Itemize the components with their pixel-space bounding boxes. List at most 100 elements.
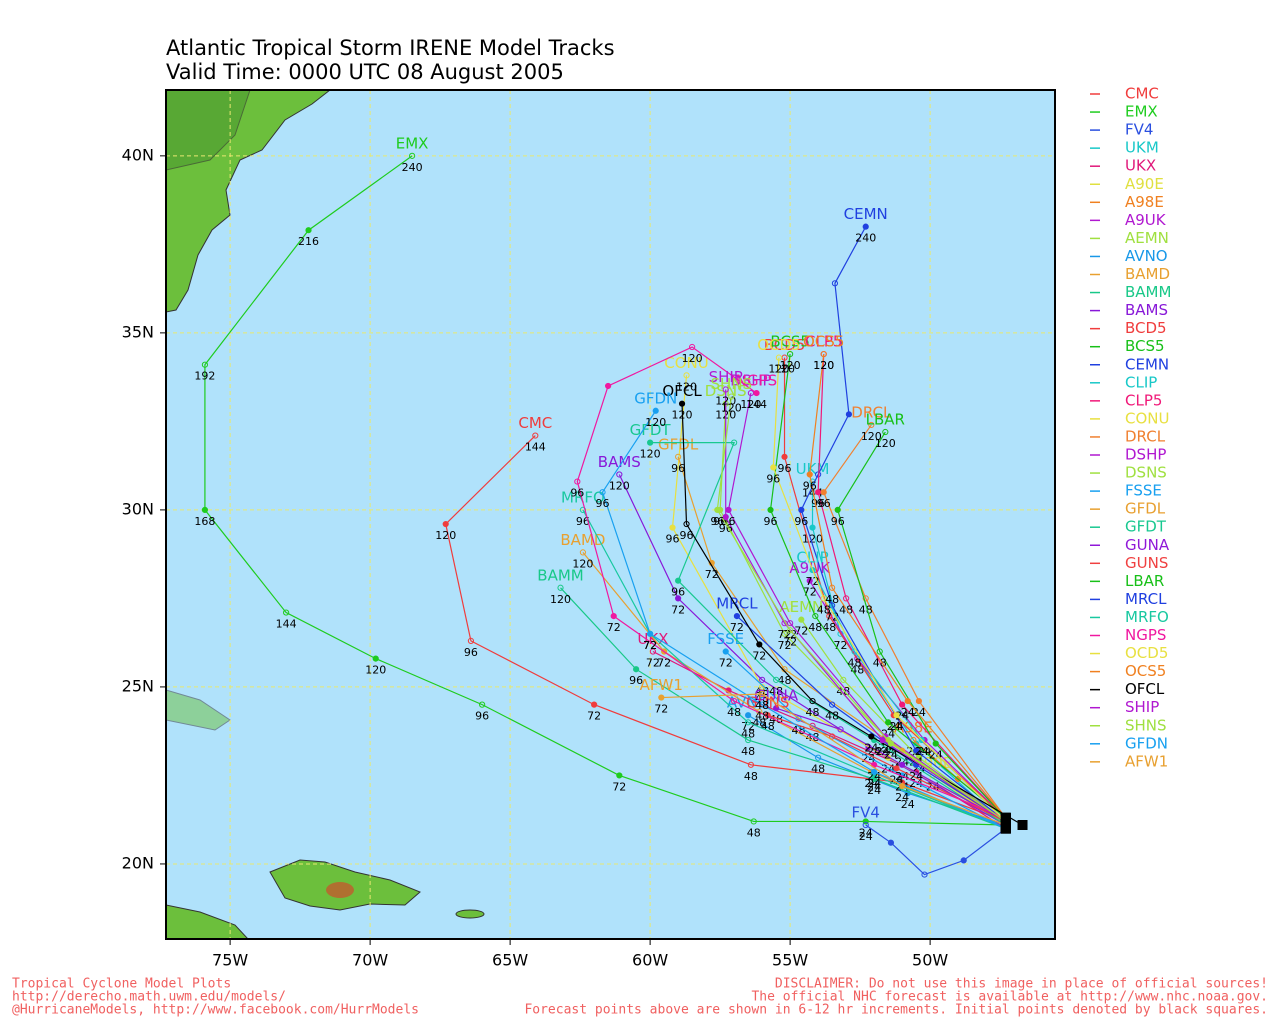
forecast-hour: 24 — [867, 780, 881, 793]
track-point — [899, 782, 906, 790]
footer-right: Forecast points above are shown in 6-12 … — [524, 1003, 1268, 1018]
tracks: 487296120144CMC2448729612014416819221624… — [166, 90, 1055, 939]
track-point — [893, 712, 900, 719]
legend-label: UKM — [1125, 139, 1159, 157]
track-point — [733, 613, 741, 620]
track-point — [773, 705, 780, 712]
track-point — [809, 697, 816, 705]
track-point — [893, 765, 900, 772]
forecast-hour: 240 — [402, 161, 423, 174]
forecast-hour: 120 — [813, 359, 834, 372]
x-tick-label: 75W — [212, 951, 248, 970]
track-point — [610, 613, 617, 620]
footer-right: The official NHC forecast is available a… — [751, 990, 1268, 1005]
track-point — [675, 577, 682, 584]
track-line — [661, 693, 1006, 826]
track-name: NGPS — [736, 372, 777, 390]
legend-label: MRFO — [1125, 608, 1169, 626]
track-point — [647, 439, 654, 446]
track-point — [798, 506, 805, 513]
track-point — [815, 754, 822, 761]
forecast-hour: 24 — [895, 710, 909, 723]
track-point — [689, 343, 696, 351]
forecast-hour: 96 — [766, 472, 780, 485]
track-point — [616, 471, 623, 478]
track-point — [806, 471, 813, 478]
track-point — [728, 393, 735, 400]
track-point — [557, 584, 564, 591]
forecast-hour: 72 — [794, 625, 808, 638]
forecast-hour: 24 — [867, 784, 881, 797]
forecast-hour: 72 — [783, 635, 797, 648]
track-line — [823, 424, 1007, 819]
track-point — [806, 577, 813, 584]
track-point — [773, 676, 780, 683]
track-line — [767, 714, 1006, 822]
track-point — [731, 697, 738, 705]
track-point — [843, 595, 850, 602]
track-point — [652, 407, 659, 414]
y-tick-label: 35N — [122, 322, 154, 341]
track-point — [899, 761, 906, 768]
track-name: BAMS — [598, 453, 641, 471]
forecast-hour: 96 — [680, 529, 694, 542]
track-point — [820, 489, 827, 496]
track-name: CLIP — [796, 549, 828, 567]
forecast-hour: 240 — [855, 232, 876, 245]
forecast-hour: 48 — [769, 685, 783, 698]
legend-label: DSHP — [1125, 446, 1166, 464]
track-point — [829, 733, 836, 740]
forecast-hour: 96 — [710, 515, 724, 528]
forecast-hour: 48 — [825, 710, 839, 723]
track-point — [683, 520, 690, 528]
track-name: SHIP — [709, 368, 743, 386]
track-point — [831, 280, 839, 287]
track-point — [745, 719, 752, 726]
forecast-hour: 96 — [464, 646, 478, 659]
track-point — [633, 666, 640, 673]
legend-label: BCS5 — [1125, 337, 1165, 355]
track-name: CLP5 — [805, 333, 842, 351]
legend-label: OFCL — [1125, 680, 1165, 698]
track-point — [722, 386, 729, 393]
track-point — [675, 595, 682, 602]
track-line — [865, 824, 1007, 876]
legend-label: DSNS — [1125, 464, 1167, 482]
track-point — [658, 694, 665, 701]
track-name: BCS5 — [770, 333, 810, 351]
initial-point — [1017, 819, 1028, 830]
legend-label: CMC — [1125, 85, 1159, 103]
track-line — [716, 396, 1007, 822]
track-point — [759, 676, 766, 683]
track-point — [915, 697, 923, 705]
track-line — [601, 410, 1006, 830]
forecast-hour: 120 — [774, 363, 795, 376]
forecast-hour: 168 — [194, 515, 215, 528]
track-point — [722, 513, 729, 521]
legend-label: OCD5 — [1125, 644, 1168, 662]
forecast-hour: 24 — [909, 770, 923, 783]
legend-label: GUNS — [1125, 554, 1168, 572]
legend-label: CLP5 — [1125, 391, 1162, 409]
legend-label: FSSE — [1125, 482, 1162, 500]
forecast-hour: 120 — [861, 430, 882, 443]
track-name: FV4 — [852, 803, 880, 821]
track-line — [681, 403, 1023, 826]
legend-label: DRCL — [1125, 427, 1166, 445]
forecast-hour: 120 — [875, 437, 896, 450]
forecast-hour: 120 — [672, 409, 693, 422]
track-name: LBAR — [866, 411, 905, 429]
track-point — [837, 726, 844, 733]
forecast-hour: 48 — [873, 657, 887, 670]
track-point — [845, 411, 853, 418]
legend-label: BAMS — [1125, 301, 1168, 319]
forecast-hour: 48 — [744, 770, 758, 783]
track-point — [829, 701, 836, 708]
forecast-hour: 96 — [764, 515, 778, 528]
track-line — [725, 651, 1006, 830]
legend-label: EMX — [1125, 103, 1158, 121]
track-line — [800, 226, 1007, 822]
legend-label: A90E — [1125, 175, 1164, 193]
chart-title: Atlantic Tropical Storm IRENE Model Trac… — [166, 36, 615, 60]
track-point — [750, 818, 757, 825]
